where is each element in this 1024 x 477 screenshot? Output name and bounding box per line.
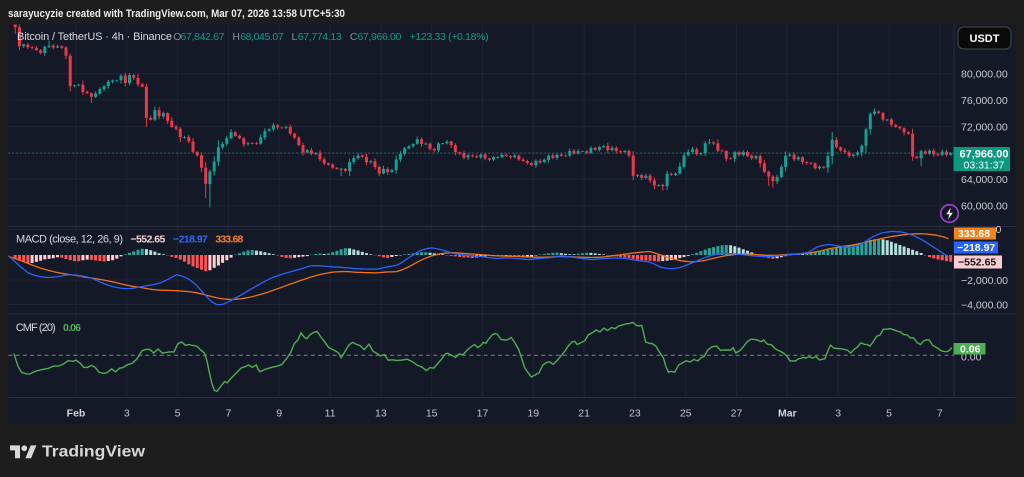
svg-text:333.68: 333.68 [215, 234, 243, 246]
svg-text:0.00: 0.00 [961, 352, 982, 364]
svg-text:72,000.00: 72,000.00 [961, 121, 1008, 133]
svg-text:3: 3 [835, 408, 841, 420]
svg-text:C: C [350, 31, 358, 43]
svg-text:19: 19 [527, 408, 539, 420]
svg-text:17: 17 [477, 408, 489, 420]
svg-text:H: H [232, 31, 240, 43]
svg-text:−552.65: −552.65 [958, 257, 996, 269]
svg-text:64,000.00: 64,000.00 [961, 174, 1008, 186]
svg-text:O: O [173, 31, 181, 43]
svg-text:−4,000.00: −4,000.00 [961, 299, 1008, 311]
svg-text:USDT: USDT [970, 33, 1000, 45]
svg-text:60,000.00: 60,000.00 [961, 201, 1008, 213]
svg-text:5: 5 [886, 408, 892, 420]
svg-text:7: 7 [225, 408, 231, 420]
svg-text:0.06: 0.06 [960, 343, 981, 355]
svg-text:11: 11 [325, 408, 336, 420]
svg-text:0.06: 0.06 [63, 322, 81, 334]
svg-text:MACD (close, 12, 26, 9): MACD (close, 12, 26, 9) [16, 234, 123, 246]
svg-text:Feb: Feb [67, 408, 86, 420]
svg-text:CMF (20): CMF (20) [16, 322, 56, 334]
svg-text:5: 5 [175, 408, 181, 420]
svg-text:Mar: Mar [778, 408, 797, 420]
svg-text:67,966.00: 67,966.00 [357, 31, 401, 43]
svg-text:+123.33 (+0.18%): +123.33 (+0.18%) [410, 31, 489, 43]
svg-text:0: 0 [996, 224, 1002, 236]
svg-text:67,842.67: 67,842.67 [181, 31, 225, 43]
svg-text:7: 7 [937, 408, 943, 420]
svg-text:−218.97: −218.97 [173, 234, 208, 246]
svg-text:sarayucyzie created with Tradi: sarayucyzie created with TradingView.com… [8, 8, 345, 20]
svg-text:13: 13 [375, 408, 387, 420]
svg-text:27: 27 [731, 408, 743, 420]
svg-text:−218.97: −218.97 [957, 242, 995, 254]
svg-text:−2,000.00: −2,000.00 [961, 275, 1008, 287]
svg-text:15: 15 [426, 408, 438, 420]
svg-text:Bitcoin / TetherUS · 4h · Bina: Bitcoin / TetherUS · 4h · Binance [17, 31, 172, 43]
svg-text:80,000.00: 80,000.00 [961, 69, 1008, 81]
svg-text:68,045.07: 68,045.07 [240, 31, 284, 43]
svg-text:−552.65: −552.65 [130, 234, 165, 246]
svg-text:03:31:37: 03:31:37 [964, 160, 1005, 172]
svg-text:TradingView: TradingView [42, 444, 146, 461]
svg-text:L: L [292, 31, 298, 43]
svg-text:9: 9 [276, 408, 282, 420]
svg-text:23: 23 [629, 408, 641, 420]
svg-text:67,774.13: 67,774.13 [298, 31, 342, 43]
svg-text:21: 21 [578, 408, 590, 420]
svg-text:76,000.00: 76,000.00 [961, 95, 1008, 107]
svg-text:3: 3 [124, 408, 130, 420]
svg-text:67,966.00: 67,966.00 [960, 148, 1009, 160]
svg-text:333.68: 333.68 [958, 228, 990, 240]
svg-text:25: 25 [680, 408, 692, 420]
